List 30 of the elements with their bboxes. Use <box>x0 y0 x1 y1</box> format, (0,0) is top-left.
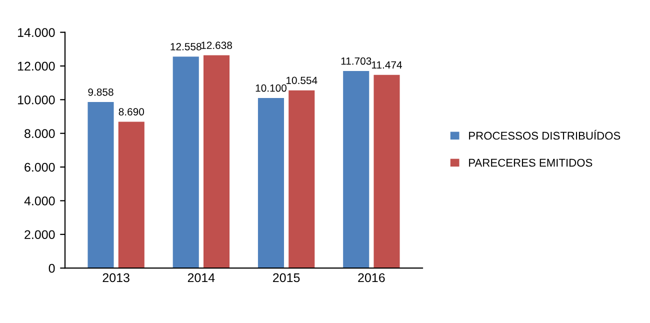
bar <box>203 55 230 268</box>
legend-label: PROCESSOS DISTRIBUÍDOS <box>469 130 620 140</box>
y-tick-label: 14.000 <box>18 28 55 37</box>
y-tick-label: 4.000 <box>24 196 55 206</box>
data-label: 10.554 <box>286 76 318 84</box>
x-tick-label: 2014 <box>188 273 215 282</box>
data-label: 11.474 <box>372 61 402 69</box>
x-tick-label: 2013 <box>102 273 130 282</box>
bar <box>343 70 370 268</box>
bar <box>88 102 114 268</box>
bar <box>172 56 199 268</box>
legend-label: PARECERES EMITIDOS <box>469 158 592 167</box>
data-label: 10.100 <box>256 84 287 92</box>
y-tick-label: 0 <box>48 264 55 273</box>
y-tick-label: 6.000 <box>24 162 55 172</box>
bar <box>374 74 400 268</box>
y-tick-label: 10.000 <box>18 95 55 104</box>
y-tick-label: 2.000 <box>24 230 55 240</box>
bar <box>118 122 144 268</box>
data-label: 12.638 <box>201 42 232 50</box>
bar <box>288 90 315 268</box>
x-tick-label: 2015 <box>273 273 300 282</box>
bar <box>258 98 284 268</box>
data-label: 12.558 <box>170 42 202 50</box>
data-label: 9.858 <box>88 88 114 96</box>
x-tick-label: 2016 <box>358 273 385 282</box>
y-tick-label: 8.000 <box>24 129 55 138</box>
data-label: 8.690 <box>118 108 144 116</box>
data-label: 11.703 <box>341 57 372 65</box>
y-tick-label: 12.000 <box>18 62 55 71</box>
